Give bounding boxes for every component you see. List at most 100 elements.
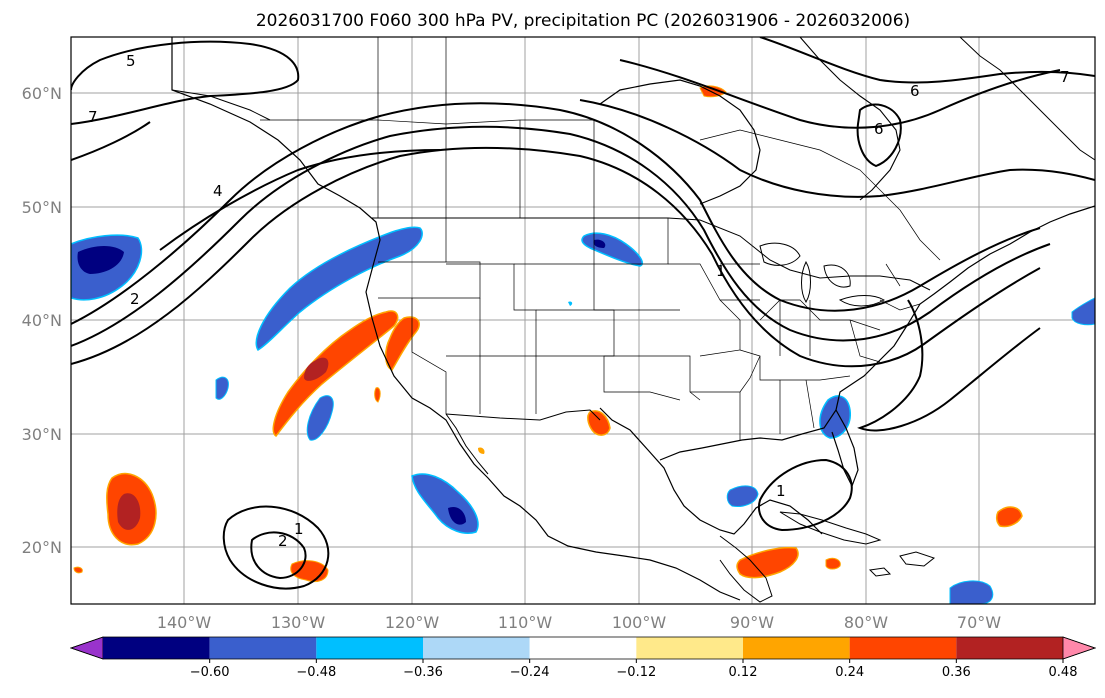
- pos-core-central-pacific: [117, 493, 141, 530]
- lon-label-110: 110°W: [498, 613, 553, 632]
- state-line-2: [378, 261, 481, 299]
- pos-anomaly-california-coast: [385, 316, 420, 371]
- contour-label-7-west: 7: [88, 108, 98, 126]
- contour-label-2-pacific: 2: [278, 532, 288, 550]
- contour-label-1-gulf: 1: [776, 482, 786, 500]
- contour-label-2: 2: [130, 290, 140, 308]
- colorbar-segment: [423, 637, 530, 659]
- colorbar-segment: [103, 637, 210, 659]
- pv-contour-7-west: [71, 121, 151, 161]
- state-line-25: [885, 263, 901, 287]
- colorbar-tick-label: −0.12: [616, 665, 656, 680]
- state-line-19: [805, 379, 815, 429]
- contour-label-6-closed: 6: [874, 120, 884, 138]
- state-line-9: [536, 309, 615, 357]
- pv-contour-1: [71, 102, 1041, 325]
- pos-anomaly-atlantic-east: [995, 506, 1023, 528]
- hudson-bay-coast: [599, 79, 761, 205]
- colorbar: −0.60 −0.48 −0.36 −0.24 −0.12 0.12 0.24 0.36 0.4…: [69, 636, 1097, 680]
- contour-label-4: 4: [213, 182, 223, 200]
- pos-anomaly-speck: [478, 447, 485, 454]
- neg-anomaly-pacific-northwest: [255, 226, 423, 352]
- colorbar-segment: [743, 637, 850, 659]
- state-line-11: [593, 264, 680, 311]
- state-boundaries: [378, 218, 921, 440]
- lon-label-140: 140°W: [157, 613, 212, 632]
- colorbar-tick-label: 0.48: [1049, 665, 1078, 680]
- colorbar-segment: [849, 637, 957, 659]
- colorbar-tick-label: −0.60: [190, 665, 230, 680]
- lat-label-20: 20°N: [22, 538, 62, 557]
- cuba-outline: [779, 511, 882, 545]
- pv-contour-5: [71, 40, 300, 125]
- neg-anomaly-atlantic: [1071, 297, 1095, 326]
- pv-contour-east-1: [857, 299, 1041, 432]
- pv-contours: [71, 37, 1095, 590]
- colorbar-tick-label: 0.24: [835, 665, 864, 680]
- gulf-coastline-west: [599, 407, 823, 535]
- pv-contour-labels: 5 7 4 2 6 7 6 1 1 2 1: [88, 52, 1070, 550]
- state-line-17: [759, 356, 851, 381]
- colorbar-tick-label: −0.48: [296, 665, 336, 680]
- colorbar-tick-label: −0.36: [403, 665, 443, 680]
- province-line-5: [260, 119, 594, 125]
- province-line-7: [899, 209, 941, 261]
- great-lakes-michigan: [801, 260, 811, 303]
- state-line-23: [849, 319, 881, 363]
- contour-label-1-east: 1: [716, 262, 726, 280]
- neg-core-pacific-west: [77, 246, 124, 274]
- precip-positive-anomalies: [73, 85, 1023, 583]
- lon-label-130: 130°W: [271, 613, 326, 632]
- pacific-coastline: [171, 37, 741, 601]
- colorbar-tick-label: 0.12: [729, 665, 758, 680]
- colorbar-outline: [69, 636, 1097, 660]
- neg-anomaly-offshore-baja: [306, 395, 334, 441]
- yucatan-coast: [719, 535, 773, 603]
- greenland-coast: [959, 37, 1095, 161]
- colorbar-segment: [636, 637, 743, 659]
- lat-label-30: 30°N: [22, 425, 62, 444]
- pos-anomaly-speck-west: [73, 566, 83, 574]
- pv-contour-6: [619, 59, 1061, 129]
- map-panel: 5 7 4 2 6 7 6 1 1 2 1: [70, 36, 1096, 605]
- lon-label-90: 90°W: [730, 613, 774, 632]
- neg-anomaly-gulf: [726, 485, 759, 507]
- colorbar-segment: [529, 637, 637, 659]
- precip-negative-anomalies: [71, 226, 1095, 604]
- lat-label-40: 40°N: [22, 311, 62, 330]
- map-frame: [70, 36, 1096, 605]
- lon-label-120: 120°W: [385, 613, 440, 632]
- neg-core-eastern-pacific: [448, 506, 466, 525]
- pv-contour-7-east: [759, 37, 1095, 84]
- contour-label-5: 5: [126, 52, 136, 70]
- great-lakes-superior: [759, 242, 801, 266]
- us-canada-border: [372, 217, 931, 291]
- contour-label-7-east: 7: [1060, 68, 1070, 86]
- province-line-6: [699, 129, 901, 211]
- coastlines-and-borders: [171, 37, 1095, 603]
- lat-axis-labels: 60°N 50°N 40°N 30°N 20°N: [22, 84, 62, 557]
- pos-anomaly-cuba-south: [825, 557, 841, 570]
- gulf-atlantic-coastline: [659, 205, 1095, 461]
- colorbar-segments: [69, 636, 1097, 660]
- state-line-12: [603, 355, 681, 401]
- state-line-3: [411, 298, 447, 414]
- pos-anomaly-small-coast: [374, 387, 381, 403]
- pos-anomaly-yucatan: [736, 546, 799, 579]
- baja-gulf-coast: [445, 413, 489, 475]
- pv-contour-3: [71, 146, 1041, 368]
- lon-label-80: 80°W: [844, 613, 888, 632]
- colorbar-ticks: −0.60 −0.48 −0.36 −0.24 −0.12 0.12 0.24 0.36 0.4…: [190, 659, 1078, 680]
- neg-anomaly-florida: [819, 395, 851, 439]
- neg-anomaly-caribbean: [949, 580, 994, 604]
- colorbar-under-arrow: [69, 636, 104, 660]
- pv-contour-2: [71, 125, 1051, 347]
- colorbar-tick-label: −0.24: [510, 665, 550, 680]
- figure-title: 2026031700 F060 300 hPa PV, precipitatio…: [256, 11, 910, 31]
- state-line-13: [614, 355, 701, 401]
- state-line-24: [879, 299, 921, 311]
- state-line-15: [690, 349, 761, 393]
- contour-label-6: 6: [910, 82, 920, 100]
- florida-coast: [831, 409, 859, 488]
- pos-anomaly-texas: [587, 410, 611, 436]
